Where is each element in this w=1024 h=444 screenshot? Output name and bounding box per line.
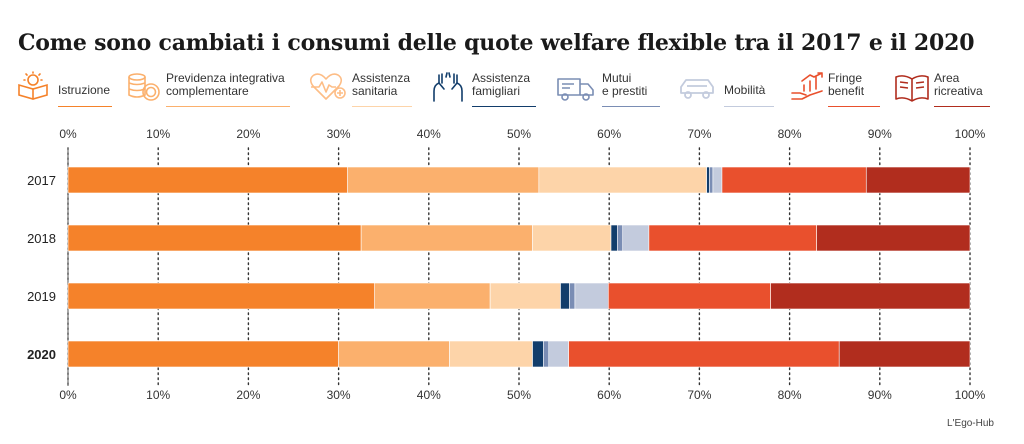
bar-segment <box>706 166 710 194</box>
legend-label: Previdenza integrativa complementare <box>166 71 285 98</box>
stacked-bar-chart: 0% 0% 10% 10% 20% 20% 30% 30% 40% 40% 50% 50% 60% 60%… <box>27 127 986 402</box>
legend-item-istruzione: Istruzione <box>16 68 112 108</box>
bar-segment <box>865 166 971 194</box>
legend-item-famigliari: Assistenza famigliari <box>430 68 536 108</box>
legend-item-mobilita: Mobilità <box>678 68 774 108</box>
x-tick-label-bottom: 40% <box>417 388 441 402</box>
legend-label: Assistenza famigliari <box>472 71 531 98</box>
x-tick-label-top: 60% <box>597 127 621 141</box>
bar-segment <box>67 282 375 310</box>
legend-item-sanitaria: Assistenza sanitaria <box>308 68 412 108</box>
x-tick-label-top: 20% <box>236 127 260 141</box>
bar-segment <box>712 166 723 194</box>
x-tick-label-bottom: 90% <box>868 388 892 402</box>
legend-item-ricreativa: Area ricreativa <box>894 68 990 108</box>
x-tick-label-bottom: 0% <box>59 388 77 402</box>
x-tick-label-bottom: 80% <box>778 388 802 402</box>
legend-item-mutui: Mutui e prestiti <box>556 68 660 108</box>
bar-segment <box>574 282 609 310</box>
bar-segment <box>532 340 544 368</box>
bar-segment <box>607 282 771 310</box>
x-tick-label-top: 100% <box>955 127 986 141</box>
bar-segment <box>449 340 533 368</box>
bar-segment <box>338 340 450 368</box>
coins-icon <box>128 73 160 101</box>
family-hands-icon <box>433 72 463 102</box>
bar-segment <box>610 224 618 252</box>
legend-item-fringe: Fringe benefit <box>790 68 880 108</box>
bar-segment <box>67 166 348 194</box>
legend-label: Istruzione <box>58 83 111 97</box>
x-tick-label-bottom: 30% <box>327 388 351 402</box>
bar-segment <box>568 340 840 368</box>
x-tick-label-bottom: 10% <box>146 388 170 402</box>
x-tick-label-bottom: 50% <box>507 388 531 402</box>
bar-segment <box>67 340 339 368</box>
category-label: 2020 <box>27 347 56 362</box>
x-tick-label-top: 80% <box>778 127 802 141</box>
category-label: 2017 <box>27 173 56 188</box>
bar-segment <box>560 282 570 310</box>
source-credit: L'Ego-Hub <box>947 418 994 429</box>
x-tick-label-top: 30% <box>327 127 351 141</box>
health-heart-icon <box>309 73 346 100</box>
x-tick-label-bottom: 20% <box>236 388 260 402</box>
bar-segment <box>770 282 971 310</box>
legend-label: Mutui e prestiti <box>602 71 648 98</box>
bar-segment <box>648 224 817 252</box>
legend-label: Fringe benefit <box>828 71 865 98</box>
x-tick-label-top: 70% <box>687 127 711 141</box>
fringe-benefit-icon <box>791 72 823 100</box>
chart-title: Come sono cambiati i consumi delle quote… <box>18 30 975 56</box>
book-icon <box>895 75 929 102</box>
bar-segment <box>622 224 650 252</box>
mortgage-truck-icon <box>557 78 594 101</box>
x-tick-label-top: 0% <box>59 127 77 141</box>
bar-segment <box>532 224 612 252</box>
bar-segment <box>721 166 867 194</box>
education-icon <box>18 71 48 100</box>
x-tick-label-bottom: 70% <box>687 388 711 402</box>
x-tick-label-top: 50% <box>507 127 531 141</box>
category-label: 2019 <box>27 289 56 304</box>
legend-item-previdenza: Previdenza integrativa complementare <box>126 68 290 108</box>
bar-segment <box>538 166 707 194</box>
bar-segment <box>569 282 576 310</box>
bar-segment <box>816 224 971 252</box>
x-tick-label-top: 90% <box>868 127 892 141</box>
bar-segment <box>360 224 533 252</box>
bar-segment <box>838 340 971 368</box>
bar-segment <box>543 340 550 368</box>
legend: Istruzione Previdenza integrativa comple… <box>0 68 1024 108</box>
x-tick-label-bottom: 100% <box>955 388 986 402</box>
legend-label: Mobilità <box>724 83 766 97</box>
bar-segment <box>374 282 491 310</box>
bar-segment <box>67 224 362 252</box>
car-icon <box>680 79 714 99</box>
bar-segment <box>489 282 561 310</box>
bar-segment <box>548 340 569 368</box>
x-tick-label-bottom: 60% <box>597 388 621 402</box>
x-tick-label-top: 10% <box>146 127 170 141</box>
bar-segment <box>709 166 714 194</box>
bar-segment <box>617 224 624 252</box>
x-tick-label-top: 40% <box>417 127 441 141</box>
category-label: 2018 <box>27 231 56 246</box>
bar-segment <box>347 166 540 194</box>
legend-label: Area ricreativa <box>934 71 983 98</box>
legend-label: Assistenza sanitaria <box>352 71 411 98</box>
